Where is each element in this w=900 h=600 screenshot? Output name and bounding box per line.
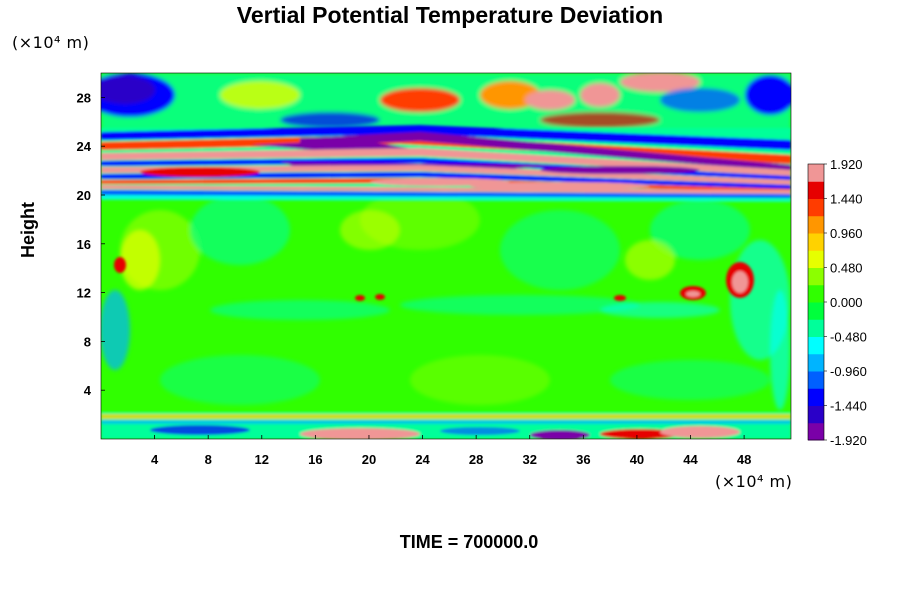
y-tick-label: 16 — [77, 237, 91, 252]
colorbar-segment — [808, 164, 824, 182]
x-tick-label: 20 — [362, 452, 376, 467]
colorbar-segment — [808, 405, 824, 424]
surface-layer-anomalies — [101, 412, 791, 439]
x-tick-label: 44 — [683, 452, 698, 467]
y-tick-label: 24 — [77, 139, 92, 154]
y-tick-label: 28 — [77, 90, 91, 105]
colorbar-tick-label: -0.960 — [830, 364, 867, 379]
upper-layer-anomalies — [101, 73, 791, 133]
colorbar-tick-label: -0.480 — [830, 330, 867, 345]
y-axis-ticks: 4 8 12 16 20 24 28 — [77, 90, 105, 398]
x-tick-label: 16 — [308, 452, 322, 467]
colorbar-segment — [808, 319, 824, 337]
colorbar-segment — [808, 181, 824, 199]
colorbar-tick-label: 1.920 — [830, 157, 863, 172]
x-tick-label: 32 — [523, 452, 537, 467]
colorbar-tick-label: 0.000 — [830, 295, 863, 310]
colorbar-segment — [808, 371, 824, 389]
x-tick-label: 28 — [469, 452, 483, 467]
stratosphere-wave-band — [101, 125, 791, 202]
colorbar-segment — [808, 353, 824, 372]
x-tick-label: 12 — [255, 452, 269, 467]
colorbar-segment — [808, 250, 824, 268]
colorbar-segment — [808, 198, 824, 217]
colorbar-segment — [808, 215, 824, 234]
time-label: TIME = 700000.0 — [399, 532, 539, 552]
colorbar: 1.920 1.440 0.960 0.480 0.000 -0.480 -0.960 -1.… — [807, 157, 867, 448]
colorbar-segment — [808, 388, 824, 406]
colorbar-tick-label: 1.440 — [830, 192, 863, 207]
y-tick-label: 4 — [84, 383, 92, 398]
colorbar-tick-label: -1.920 — [830, 433, 867, 448]
x-tick-label: 40 — [630, 452, 644, 467]
x-tick-label: 36 — [576, 452, 590, 467]
y-tick-label: 20 — [77, 188, 91, 203]
x-axis-unit: (×10⁴ m) — [715, 472, 793, 491]
y-tick-label: 12 — [77, 286, 91, 301]
heatmap-field — [101, 73, 791, 439]
colorbar-segment — [808, 422, 824, 441]
chart-title: Vertial Potential Temperature Deviation — [236, 2, 664, 28]
colorbar-segment — [808, 284, 824, 303]
colorbar-tick-label: 0.480 — [830, 261, 863, 276]
colorbar-tick-label: -1.440 — [830, 399, 867, 414]
x-axis-ticks: 4 8 12 16 20 24 28 32 36 40 44 48 — [151, 435, 751, 467]
colorbar-segment — [808, 267, 824, 286]
colorbar-segment — [808, 336, 824, 355]
x-tick-label: 4 — [151, 452, 159, 467]
y-tick-label: 8 — [84, 334, 91, 349]
troposphere-anomalies — [101, 190, 790, 410]
colorbar-tick-label: 0.960 — [830, 226, 863, 241]
x-tick-label: 48 — [737, 452, 751, 467]
x-tick-label: 24 — [415, 452, 430, 467]
colorbar-segment — [808, 233, 824, 251]
y-axis-unit: (×10⁴ m) — [12, 33, 90, 52]
plot-frame — [100, 72, 792, 440]
colorbar-segment — [808, 302, 824, 320]
positive-cells-12km — [114, 257, 754, 301]
x-tick-label: 8 — [205, 452, 212, 467]
